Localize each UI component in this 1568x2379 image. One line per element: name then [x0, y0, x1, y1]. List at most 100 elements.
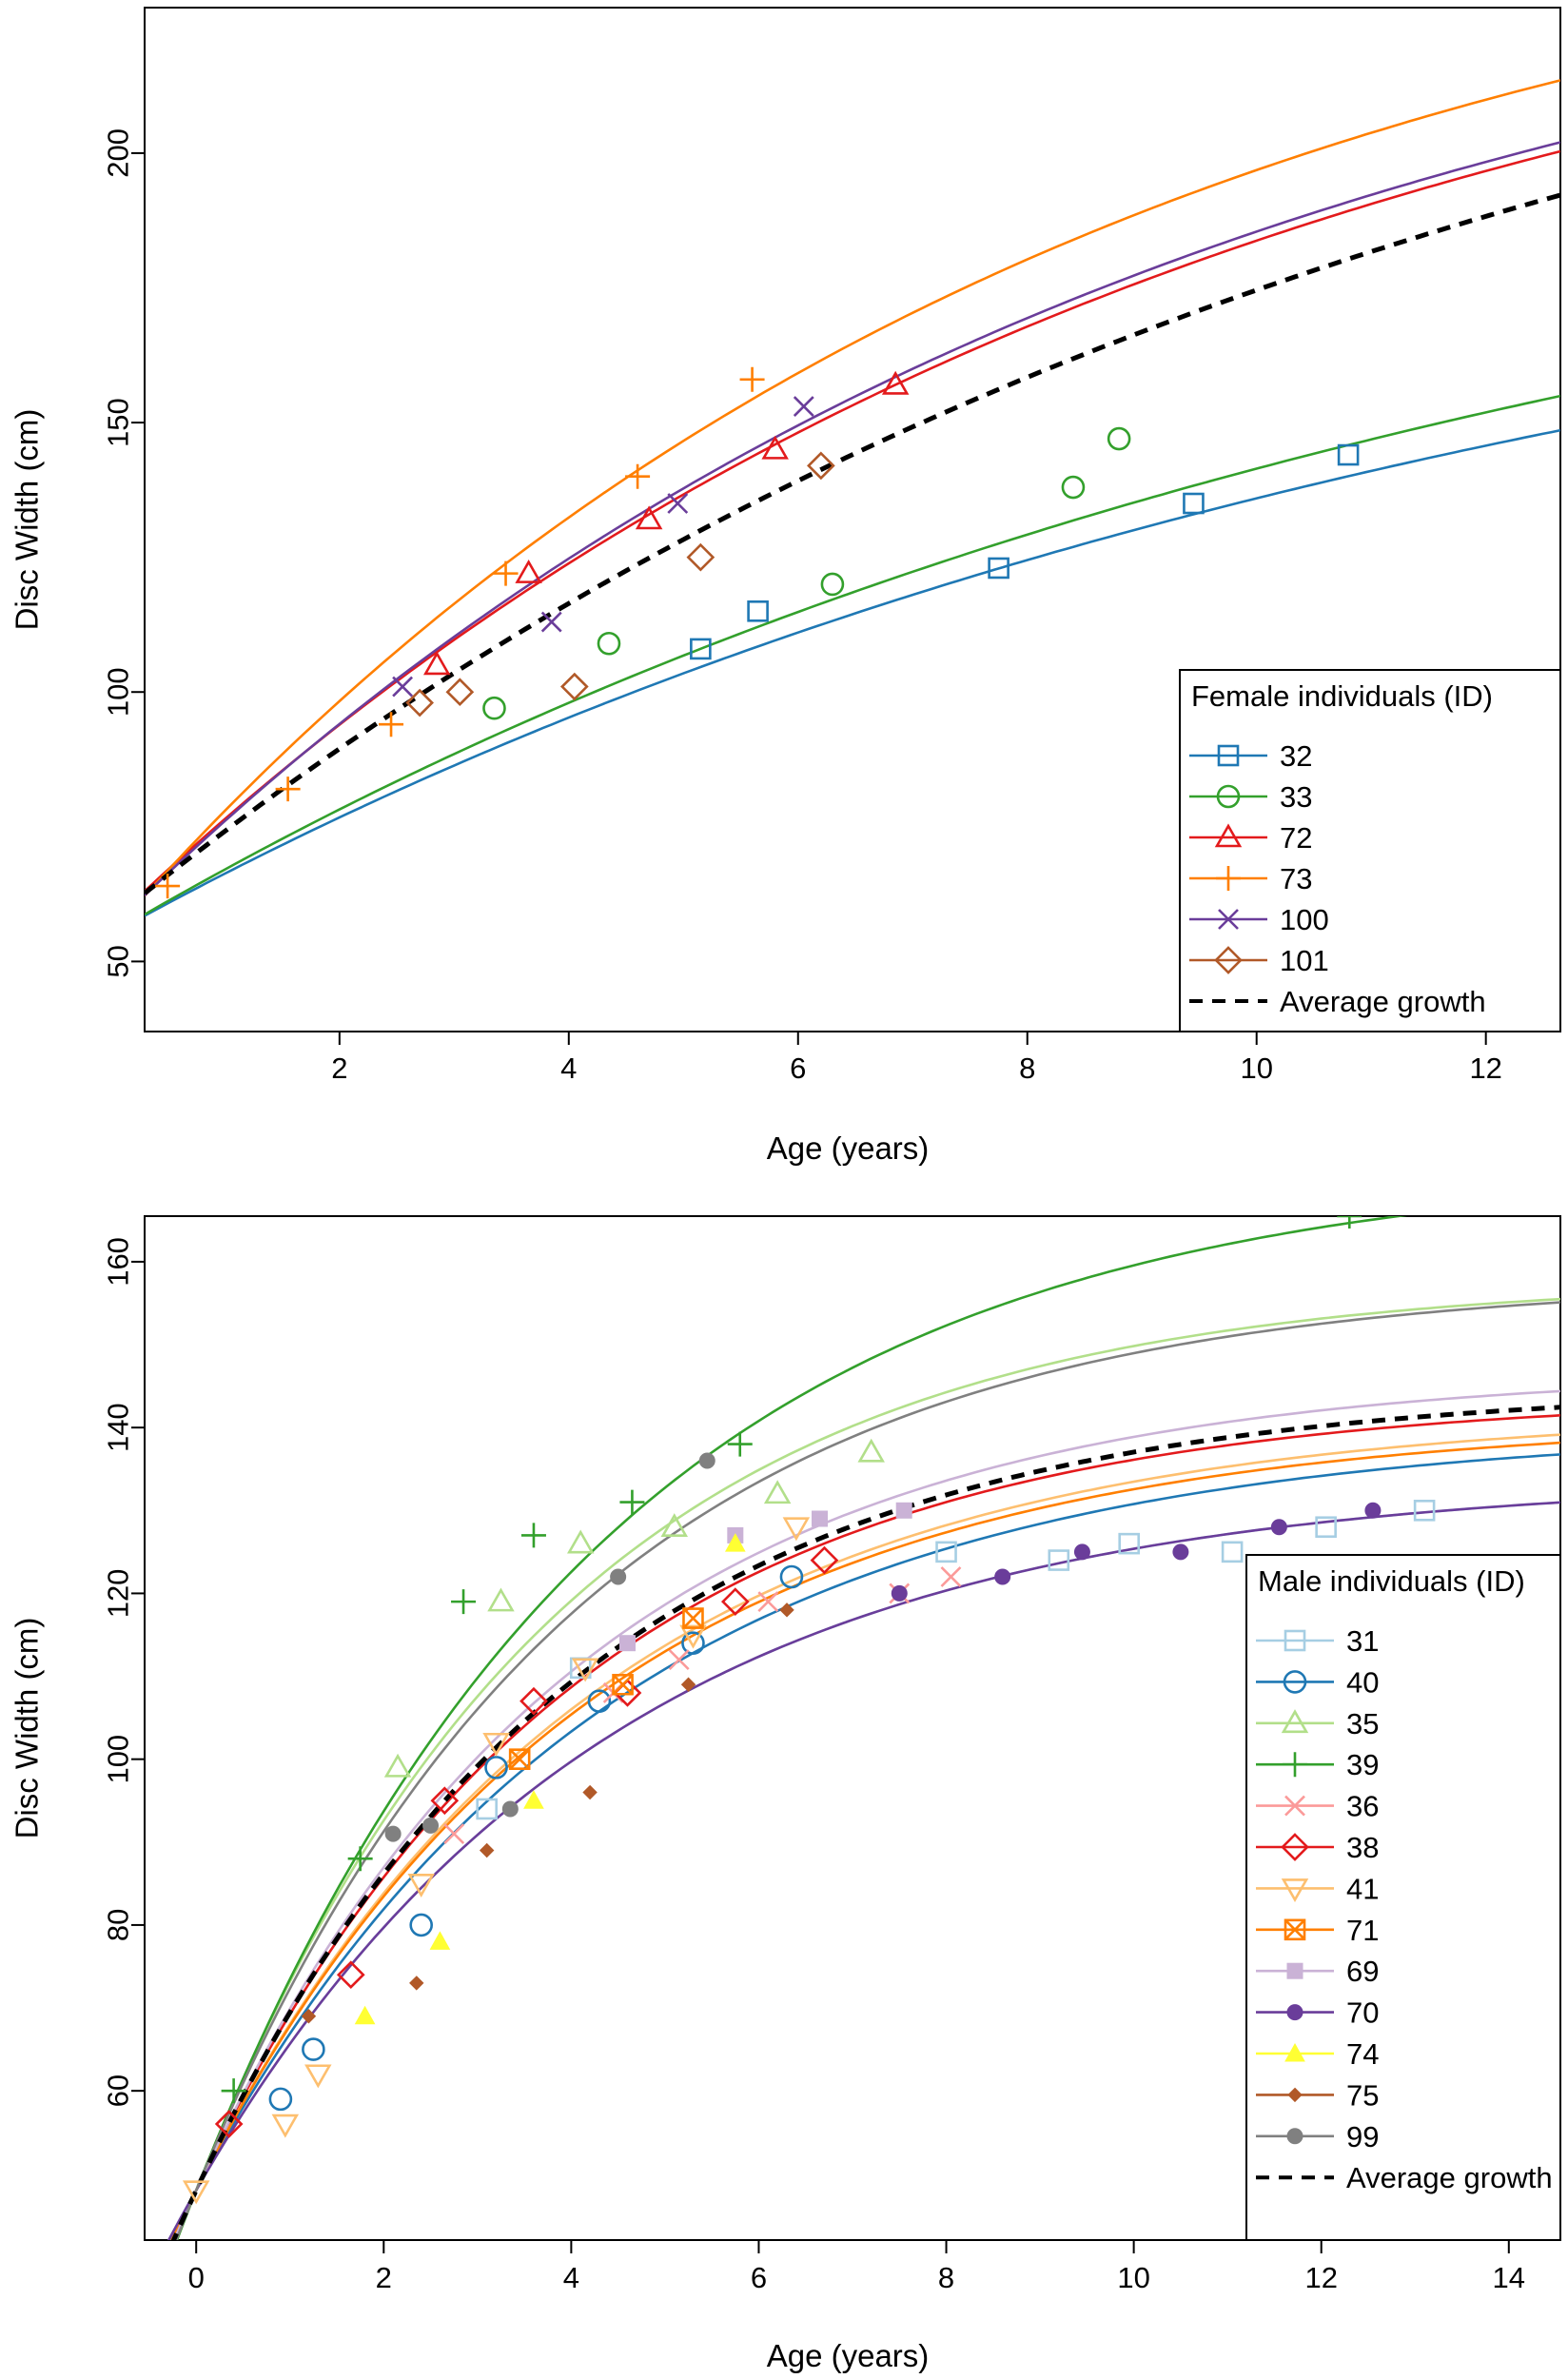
y-tick-label: 50 — [102, 945, 135, 977]
data-point-101 — [559, 672, 589, 701]
y-tick-label: 100 — [102, 667, 135, 717]
legend-marker-99 — [1286, 2128, 1303, 2145]
legend-marker-41 — [1281, 1878, 1309, 1903]
data-point-69 — [618, 1635, 636, 1652]
legend-marker-69 — [1286, 1962, 1303, 1979]
y-axis-label: Disc Width (cm) — [10, 409, 45, 631]
data-point-99 — [501, 1800, 519, 1818]
y-tick-label: 80 — [102, 1909, 135, 1941]
data-point-40 — [484, 1756, 508, 1779]
data-point-69 — [812, 1510, 829, 1527]
legend-label: 70 — [1346, 1996, 1379, 2030]
legend-label: 69 — [1346, 1955, 1379, 1988]
data-point-73 — [379, 712, 404, 737]
data-point-75 — [409, 1976, 424, 1991]
x-tick-label: 8 — [938, 2261, 954, 2294]
data-point-41 — [571, 1658, 599, 1682]
data-point-33 — [820, 572, 845, 597]
x-tick-label: 14 — [1493, 2261, 1525, 2294]
growth-curve-69 — [172, 1389, 1560, 2240]
data-point-38 — [519, 1686, 548, 1716]
data-point-35 — [763, 1480, 792, 1504]
data-point-69 — [895, 1502, 912, 1519]
x-tick-label: 12 — [1304, 2261, 1337, 2294]
legend-marker-74 — [1284, 2042, 1305, 2062]
legend-marker-33 — [1216, 784, 1241, 809]
legend-box — [1179, 669, 1561, 1032]
legend-label: Average growth — [1346, 2161, 1553, 2194]
data-point-70 — [1172, 1543, 1189, 1561]
data-point-35 — [487, 1587, 515, 1612]
data-point-31 — [1315, 1516, 1337, 1539]
data-point-100 — [540, 611, 562, 633]
y-tick-label: 100 — [102, 1735, 135, 1784]
data-point-31 — [935, 1541, 957, 1563]
legend-label: 74 — [1346, 2037, 1379, 2071]
data-point-74 — [724, 1533, 746, 1552]
data-point-31 — [1118, 1532, 1141, 1555]
legend-label: 35 — [1346, 1707, 1379, 1740]
y-axis-label: Disc Width (cm) — [10, 1618, 45, 1839]
legend-marker-72 — [1214, 823, 1243, 848]
legend-marker-31 — [1284, 1629, 1306, 1652]
data-point-40 — [268, 2087, 293, 2112]
data-point-35 — [566, 1529, 595, 1554]
legend-label: 40 — [1346, 1665, 1379, 1699]
data-point-72 — [635, 505, 663, 530]
legend-marker-100 — [1218, 909, 1239, 930]
legend-box — [1245, 1554, 1561, 2241]
data-point-70 — [1364, 1502, 1382, 1519]
data-point-75 — [779, 1602, 794, 1618]
data-point-71 — [682, 1607, 704, 1629]
data-point-70 — [1073, 1543, 1090, 1561]
data-point-41 — [482, 1732, 510, 1757]
x-tick-label: 6 — [790, 1052, 806, 1085]
legend-label: 71 — [1346, 1914, 1379, 1947]
data-point-99 — [610, 1568, 627, 1585]
data-point-40 — [302, 2037, 325, 2061]
data-point-75 — [680, 1677, 696, 1692]
growth-curve-33 — [145, 394, 1560, 916]
data-point-32 — [988, 557, 1009, 580]
data-point-36 — [757, 1591, 779, 1613]
data-point-101 — [686, 542, 715, 572]
data-point-39 — [347, 1846, 373, 1872]
data-point-74 — [354, 2005, 376, 2025]
y-tick-label: 160 — [102, 1237, 135, 1287]
data-point-73 — [275, 777, 301, 802]
data-point-33 — [597, 631, 621, 656]
data-point-38 — [214, 2110, 244, 2138]
data-point-32 — [690, 638, 712, 660]
data-point-31 — [1413, 1499, 1436, 1522]
data-point-41 — [304, 2064, 332, 2089]
data-point-41 — [182, 2180, 210, 2205]
legend-label: 41 — [1346, 1872, 1379, 1905]
data-point-101 — [405, 688, 435, 718]
legend-label: 32 — [1280, 739, 1312, 773]
legend-label: 99 — [1346, 2120, 1379, 2153]
average-growth-curve — [170, 1405, 1560, 2240]
data-point-70 — [891, 1584, 908, 1602]
data-point-40 — [587, 1689, 612, 1713]
data-point-38 — [720, 1587, 750, 1616]
data-point-33 — [482, 696, 506, 720]
female-growth-panel: 2 4 6 8 10 12 50 100 150 200 Age (years) Disc Width… — [10, 7, 1561, 1166]
data-point-72 — [881, 370, 910, 395]
legend-marker-35 — [1281, 1709, 1309, 1734]
data-point-39 — [520, 1523, 546, 1548]
data-point-40 — [779, 1564, 804, 1589]
data-point-41 — [679, 1624, 707, 1649]
x-axis-label: Age (years) — [767, 2338, 930, 2373]
y-tick-label: 140 — [102, 1403, 135, 1452]
data-point-39 — [451, 1589, 477, 1615]
data-point-41 — [407, 1874, 435, 1897]
data-point-72 — [761, 435, 789, 460]
data-point-39 — [727, 1431, 753, 1457]
growth-curve-70 — [167, 1501, 1560, 2240]
data-point-99 — [698, 1452, 715, 1469]
data-point-38 — [336, 1960, 365, 1990]
average-growth-curve — [145, 192, 1560, 895]
plot-area — [167, 1216, 1560, 2240]
legend-title: Female individuals (ID) — [1191, 679, 1493, 713]
data-point-99 — [422, 1817, 440, 1834]
